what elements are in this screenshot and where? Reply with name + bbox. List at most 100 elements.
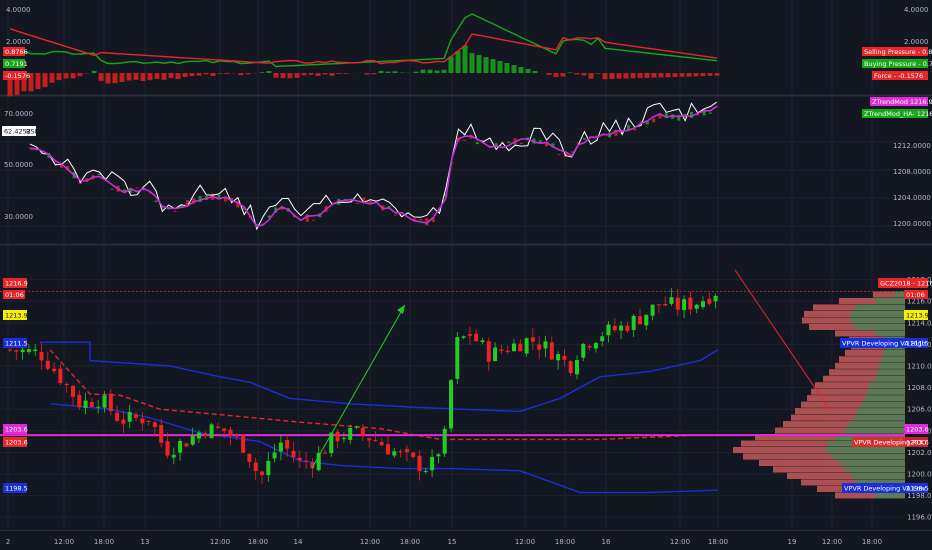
force-bar (210, 73, 216, 77)
ha-candle (633, 128, 637, 131)
p1-force-value: -0.1576 (5, 72, 30, 80)
candle-body (335, 431, 340, 442)
force-bar (595, 73, 601, 74)
price-candles (8, 288, 718, 484)
force-bar (504, 63, 510, 74)
force-bar (203, 73, 209, 75)
vp-bear-bar (839, 356, 881, 363)
candle-body (266, 460, 271, 476)
force-bar (574, 73, 580, 75)
ha-candle (129, 187, 133, 193)
p2-ytick-1212: 1212.0000 (893, 142, 931, 150)
force-bar (441, 69, 447, 74)
price-tick-label: 1206.0 (907, 406, 932, 414)
force-bar (644, 73, 650, 78)
ha-candle (652, 118, 656, 123)
rsi-ytick-70: 70.0000 (4, 110, 33, 118)
candle-body (675, 297, 680, 310)
vp-bear-bar (817, 485, 865, 492)
force-bar (224, 73, 230, 74)
ha-candle (696, 114, 700, 116)
vp-bear-bar (743, 453, 831, 460)
legend-selling: Selling Pressure - 0.8766 (864, 48, 932, 56)
ha-candle (431, 217, 435, 222)
p1-ytick-right-top: 4.0000 (904, 6, 929, 14)
candle-body (159, 424, 164, 443)
ha-candle (305, 214, 309, 222)
force-bar (196, 73, 202, 76)
candle-body (411, 452, 416, 457)
ha-candle (53, 162, 57, 164)
ha-candle (419, 218, 423, 221)
ha-candle (425, 218, 429, 226)
candle-body (568, 361, 573, 374)
force-bar (42, 73, 48, 88)
ha-candle (160, 207, 164, 209)
rsi-tag: RSI (26, 128, 37, 136)
vp-bull-bar (825, 447, 905, 454)
vp-bear-bar (839, 297, 875, 305)
candle-body (190, 435, 195, 445)
ha-candle (570, 151, 574, 153)
ha-candle (34, 149, 38, 151)
va-high-line (40, 341, 719, 413)
ha-candle (230, 197, 234, 201)
ha-candle (393, 214, 397, 216)
x-tick-label: 14 (294, 538, 303, 546)
candle-body (14, 350, 19, 352)
candle-body (493, 347, 498, 362)
candle-body (430, 456, 435, 471)
price-tick-label: 1216.0 (907, 298, 932, 306)
force-bar (469, 53, 475, 74)
va-high-tag: VPVR Developing VA High (842, 340, 926, 348)
force-bar (147, 73, 153, 81)
force-bar (343, 73, 349, 74)
candle-body (329, 432, 334, 454)
force-bar (420, 69, 426, 74)
ha-candle (557, 154, 561, 156)
x-tick-label: 18:00 (400, 538, 420, 546)
ha-candle (620, 129, 624, 135)
time-axis[interactable]: 2 12:00 18:00 13 12:00 18:00 14 12:00 18:00 15 12:… (6, 538, 882, 546)
force-bar (280, 73, 286, 79)
candle-body (171, 454, 176, 458)
ha-candle (519, 142, 523, 144)
candle-body (587, 345, 592, 348)
force-bar (189, 73, 195, 77)
candle-body (26, 349, 31, 353)
x-tick-label: 12:00 (822, 538, 842, 546)
force-bar (609, 73, 615, 79)
vp-bull-bar (869, 382, 905, 389)
candle-body (310, 462, 315, 469)
vp-bull-bar (855, 304, 905, 311)
candle-body (575, 360, 579, 375)
ha-candle (582, 138, 586, 140)
ha-candle (671, 114, 675, 119)
left-va-low-box (3, 483, 27, 493)
ha-candle (601, 134, 605, 136)
ha-candle (41, 151, 45, 153)
trend-arrow[interactable] (311, 304, 406, 469)
price-tick-label: 1200.0 (907, 471, 932, 479)
candle-body (530, 337, 535, 342)
p2-ytick-1200: 1200.0000 (893, 220, 931, 228)
force-bar (14, 73, 20, 95)
force-bar (434, 70, 440, 74)
candle-body (480, 340, 485, 343)
ha-candle (645, 121, 649, 125)
force-bar (371, 73, 377, 75)
candle-body (102, 395, 107, 408)
force-bar (301, 73, 307, 76)
vp-bear-bar (791, 414, 855, 421)
vp-bear-bar (759, 459, 839, 467)
p1-ytick-left-mid: 2.0000 (6, 38, 31, 46)
x-tick-label: 2 (6, 538, 10, 546)
trend-line-down[interactable] (734, 269, 831, 411)
x-tick-label: 18:00 (94, 538, 114, 546)
force-bar (616, 73, 622, 79)
candle-body (215, 426, 220, 428)
force-bar (658, 73, 664, 78)
force-bar (182, 73, 188, 77)
candle-body (121, 419, 126, 424)
